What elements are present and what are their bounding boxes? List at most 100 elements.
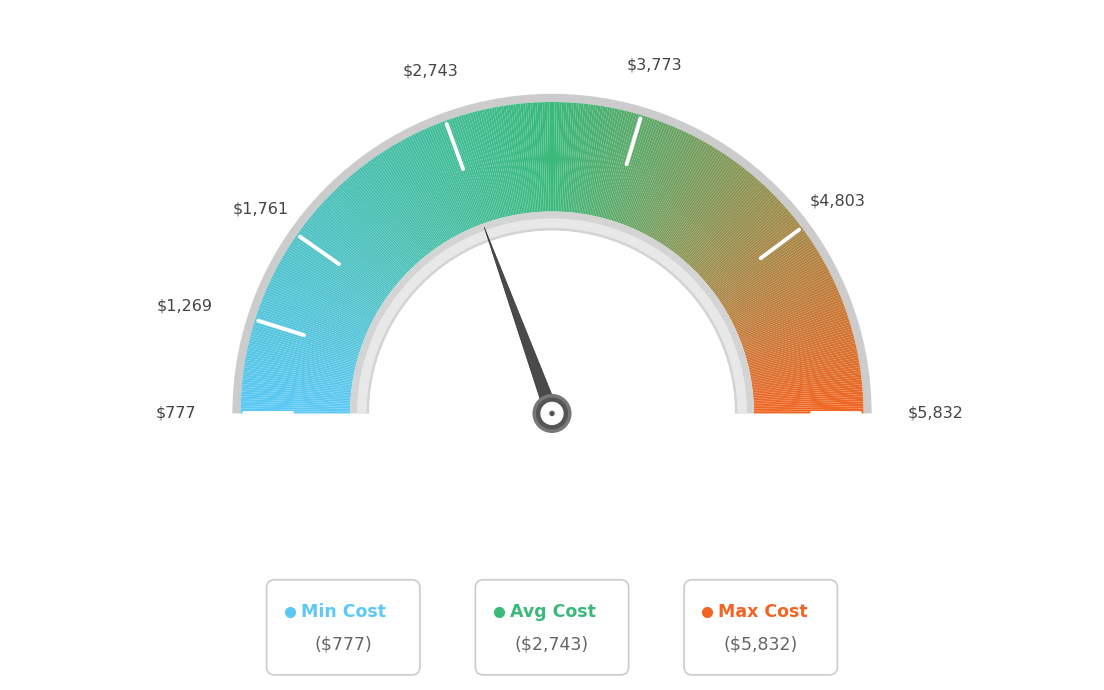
Wedge shape — [709, 217, 795, 287]
Wedge shape — [510, 104, 527, 213]
Wedge shape — [337, 186, 414, 267]
Wedge shape — [353, 172, 425, 258]
Wedge shape — [633, 128, 678, 229]
Wedge shape — [433, 125, 476, 227]
Wedge shape — [264, 294, 365, 337]
Wedge shape — [289, 244, 382, 305]
Wedge shape — [381, 152, 443, 245]
Wedge shape — [689, 185, 765, 266]
Wedge shape — [698, 199, 779, 275]
Wedge shape — [666, 156, 729, 247]
Wedge shape — [534, 102, 542, 212]
Wedge shape — [668, 159, 733, 249]
Wedge shape — [243, 370, 352, 386]
Wedge shape — [395, 143, 452, 239]
Wedge shape — [744, 317, 849, 353]
Wedge shape — [415, 132, 465, 232]
Wedge shape — [467, 113, 499, 219]
Wedge shape — [383, 150, 444, 244]
Wedge shape — [446, 119, 485, 224]
Wedge shape — [375, 156, 438, 247]
Wedge shape — [555, 102, 560, 212]
Wedge shape — [413, 134, 464, 233]
Wedge shape — [379, 153, 442, 246]
Wedge shape — [737, 290, 839, 335]
Wedge shape — [751, 362, 860, 382]
Wedge shape — [725, 255, 821, 312]
Wedge shape — [750, 348, 857, 373]
Wedge shape — [265, 290, 367, 335]
Text: $777: $777 — [156, 406, 197, 421]
Wedge shape — [241, 394, 350, 402]
Wedge shape — [658, 148, 716, 242]
Wedge shape — [246, 351, 354, 374]
Wedge shape — [556, 102, 562, 212]
Wedge shape — [616, 118, 652, 222]
Wedge shape — [365, 163, 432, 252]
Wedge shape — [754, 401, 863, 407]
Wedge shape — [251, 331, 358, 362]
Wedge shape — [336, 188, 413, 268]
Wedge shape — [312, 213, 397, 285]
Wedge shape — [369, 230, 735, 413]
Wedge shape — [743, 315, 848, 351]
Wedge shape — [581, 105, 598, 214]
Wedge shape — [669, 160, 735, 250]
Wedge shape — [417, 132, 466, 231]
Wedge shape — [659, 149, 719, 243]
Wedge shape — [733, 274, 831, 324]
Wedge shape — [245, 360, 353, 380]
Wedge shape — [635, 130, 682, 230]
Wedge shape — [318, 206, 402, 280]
Wedge shape — [243, 372, 352, 388]
Wedge shape — [242, 386, 351, 397]
Wedge shape — [499, 106, 519, 215]
Wedge shape — [273, 274, 371, 324]
Wedge shape — [232, 94, 872, 413]
Wedge shape — [452, 118, 488, 222]
Wedge shape — [746, 329, 852, 360]
Wedge shape — [274, 272, 372, 323]
Wedge shape — [575, 104, 591, 213]
Wedge shape — [454, 117, 489, 222]
Wedge shape — [667, 157, 731, 248]
Wedge shape — [701, 204, 784, 279]
Wedge shape — [729, 262, 825, 316]
Wedge shape — [617, 119, 655, 223]
Wedge shape — [470, 112, 500, 219]
Wedge shape — [749, 346, 857, 371]
Wedge shape — [321, 202, 404, 277]
Wedge shape — [726, 257, 822, 313]
Wedge shape — [501, 106, 520, 215]
Wedge shape — [754, 396, 863, 404]
Wedge shape — [316, 209, 400, 282]
Wedge shape — [348, 177, 421, 261]
Wedge shape — [267, 285, 368, 332]
Wedge shape — [411, 135, 461, 233]
Wedge shape — [622, 121, 662, 224]
Wedge shape — [280, 259, 376, 315]
Wedge shape — [393, 144, 450, 239]
Wedge shape — [244, 365, 352, 384]
Wedge shape — [675, 166, 743, 254]
Wedge shape — [479, 110, 507, 217]
Wedge shape — [634, 128, 680, 229]
Wedge shape — [332, 192, 411, 270]
Wedge shape — [673, 164, 741, 253]
Wedge shape — [710, 219, 797, 288]
Wedge shape — [626, 124, 669, 226]
Wedge shape — [503, 106, 522, 214]
Wedge shape — [619, 119, 658, 224]
Wedge shape — [615, 117, 650, 222]
Wedge shape — [431, 126, 475, 228]
Wedge shape — [243, 377, 351, 391]
Wedge shape — [341, 183, 416, 265]
Wedge shape — [724, 250, 819, 309]
Wedge shape — [298, 230, 389, 296]
Wedge shape — [361, 166, 429, 254]
Circle shape — [534, 395, 570, 431]
Wedge shape — [697, 197, 777, 274]
Text: ($777): ($777) — [315, 635, 372, 653]
Text: $4,803: $4,803 — [809, 193, 866, 208]
Wedge shape — [257, 310, 361, 348]
